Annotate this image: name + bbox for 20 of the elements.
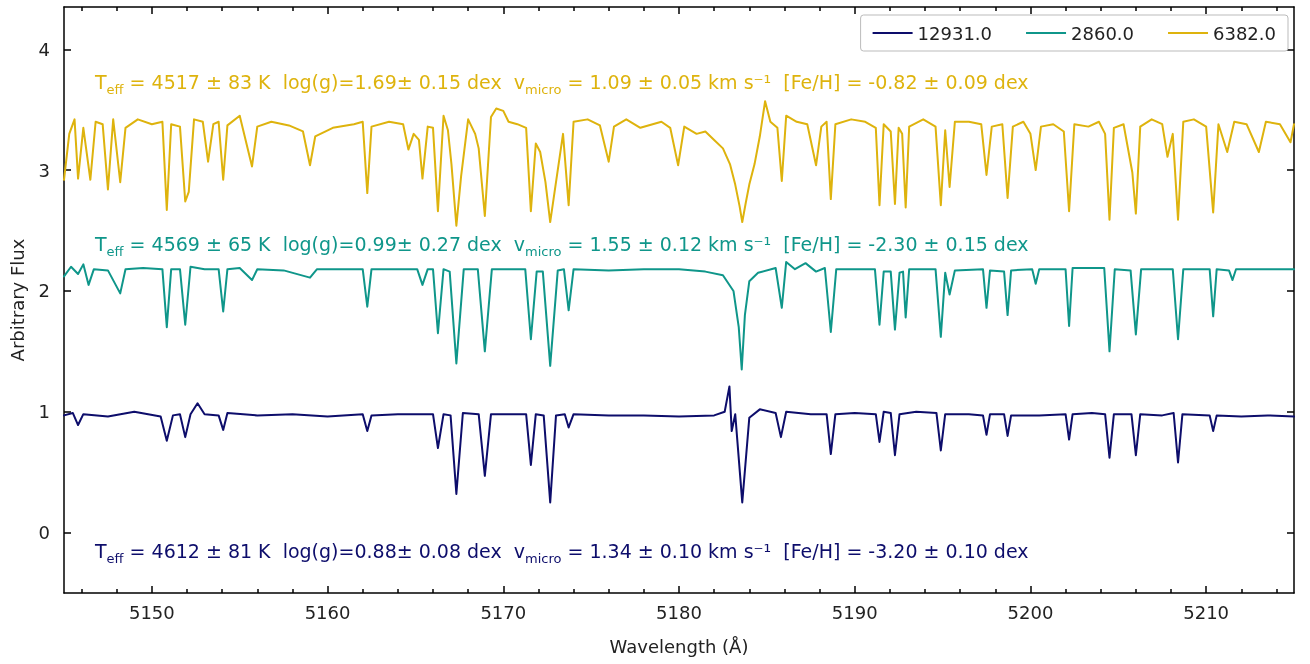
line-series (63, 260, 1295, 371)
legend-label: 6382.0 (1213, 22, 1276, 44)
line-series (63, 100, 1295, 227)
x-tick-label: 5170 (480, 601, 527, 623)
line-series (63, 385, 1295, 504)
x-axis-title: Wavelength (Å) (609, 635, 749, 657)
x-tick-label: 5180 (656, 601, 702, 623)
x-tick-label: 5150 (128, 601, 175, 623)
legend-label: 2860.0 (1071, 22, 1135, 44)
y-tick-label: 2 (38, 280, 50, 302)
x-tick-label: 5210 (1183, 601, 1230, 623)
legend-label: 12931.0 (917, 22, 993, 44)
x-tick-label: 5200 (1007, 601, 1054, 623)
y-tick-label: 4 (38, 38, 50, 60)
y-tick-label: 0 (38, 522, 50, 544)
y-tick-label: 3 (38, 159, 50, 181)
y-axis-title: Arbitrary Flux (6, 238, 28, 362)
x-tick-label: 5190 (831, 601, 878, 623)
x-tick-label: 5160 (304, 601, 351, 623)
y-tick-label: 1 (38, 401, 50, 423)
